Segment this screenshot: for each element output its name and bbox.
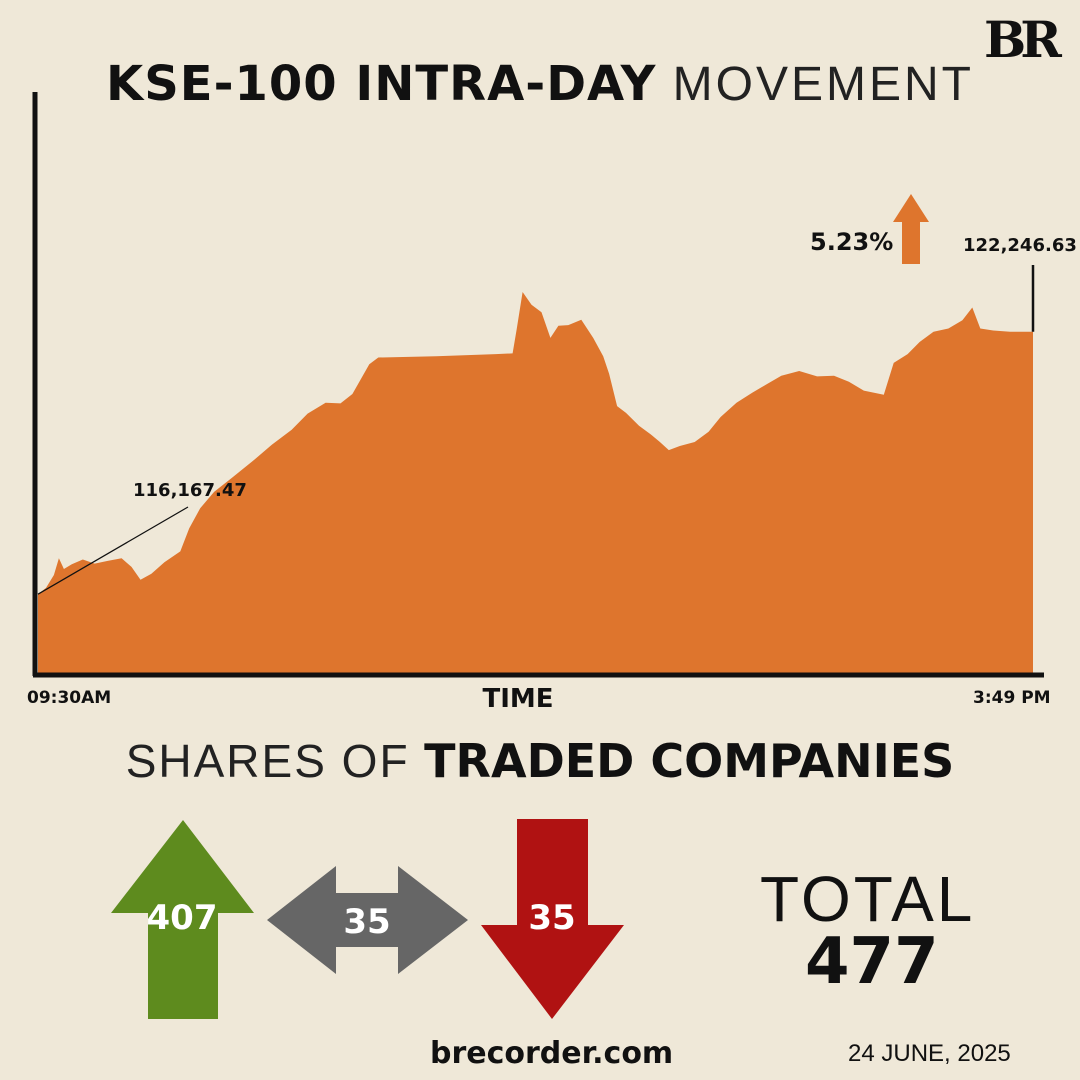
decliners-arrow-icon bbox=[481, 819, 624, 1019]
advancers-arrow-icon bbox=[111, 820, 254, 1019]
total-label: TOTAL bbox=[760, 863, 976, 935]
chart-title: KSE-100 INTRA-DAY MOVEMENT bbox=[0, 56, 1080, 112]
breadth-heading-bold: TRADED COMPANIES bbox=[424, 734, 955, 788]
total-value: 477 bbox=[805, 925, 939, 999]
close-value-label: 122,246.63 bbox=[963, 235, 1077, 256]
title-bold: KSE-100 INTRA-DAY bbox=[106, 56, 657, 112]
up-arrow-icon bbox=[893, 194, 929, 264]
decliners-count: 35 bbox=[528, 898, 576, 938]
br-logo: BR bbox=[984, 10, 1062, 69]
x-end-label: 3:49 PM bbox=[973, 688, 1051, 708]
open-value-label: 116,167.47 bbox=[133, 480, 247, 501]
index-area-series bbox=[38, 292, 1033, 673]
title-light: MOVEMENT bbox=[672, 58, 974, 111]
breadth-heading: SHARES OF TRADED COMPANIES bbox=[0, 734, 1080, 788]
intraday-area-chart bbox=[32, 92, 1044, 678]
website-link[interactable]: brecorder.com bbox=[430, 1036, 674, 1071]
unchanged-count: 35 bbox=[343, 902, 391, 942]
open-leader-line bbox=[37, 506, 189, 595]
breadth-heading-light: SHARES OF bbox=[125, 735, 410, 787]
x-start-label: 09:30AM bbox=[27, 688, 112, 708]
report-date: 24 JUNE, 2025 bbox=[848, 1040, 1011, 1067]
unchanged-arrow-icon bbox=[267, 866, 468, 974]
advancers-count: 407 bbox=[146, 898, 218, 938]
change-percent: 5.23% bbox=[810, 228, 894, 256]
x-axis-title: TIME bbox=[482, 684, 554, 714]
